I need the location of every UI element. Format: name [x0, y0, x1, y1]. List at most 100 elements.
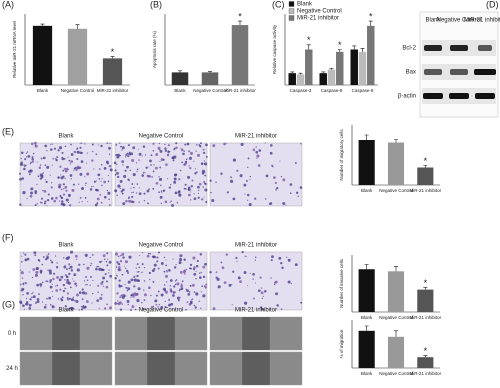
- cell: [52, 158, 54, 160]
- cell: [19, 300, 23, 304]
- cell: [192, 268, 196, 271]
- cell: [158, 251, 160, 254]
- cell: [193, 291, 196, 293]
- cell: [116, 292, 119, 295]
- bar: [417, 357, 434, 368]
- cell: [178, 193, 180, 196]
- cell: [180, 285, 184, 288]
- cell: [35, 301, 38, 304]
- cell: [191, 298, 193, 301]
- cell: [68, 272, 71, 276]
- cell: [122, 294, 126, 298]
- bar: [358, 330, 375, 368]
- cell: [32, 295, 36, 299]
- cell: [169, 288, 173, 291]
- cell: [202, 151, 206, 154]
- cell: [64, 185, 68, 189]
- cell: [81, 292, 83, 294]
- cell: [102, 254, 106, 258]
- cell: [61, 296, 64, 299]
- cell: [147, 252, 150, 255]
- cell: [136, 168, 139, 171]
- cell: [44, 202, 46, 205]
- cell: [51, 164, 53, 166]
- cell: [31, 187, 34, 190]
- cell: [270, 259, 273, 262]
- cell: [51, 283, 54, 285]
- cell: [39, 283, 43, 287]
- cell: [204, 286, 207, 289]
- cell: [289, 192, 292, 195]
- cell: [62, 203, 66, 207]
- cell: [215, 276, 218, 279]
- cell: [147, 174, 150, 178]
- cell: [127, 144, 130, 147]
- cell: [188, 165, 190, 167]
- bar: [358, 51, 367, 85]
- cell: [162, 158, 165, 161]
- cell: [75, 169, 78, 172]
- legend-swatch: [288, 8, 295, 14]
- cell: [178, 178, 181, 181]
- cell: [204, 171, 206, 173]
- cell: [91, 185, 93, 188]
- cell: [173, 180, 177, 184]
- cell: [100, 282, 104, 285]
- cell: [61, 151, 64, 154]
- cell: [69, 307, 72, 310]
- cell: [255, 146, 257, 148]
- cell: [85, 182, 87, 185]
- cell: [128, 180, 130, 182]
- legend-swatch: [288, 15, 295, 21]
- cell: [195, 292, 199, 296]
- cell: [131, 192, 133, 194]
- cell: [143, 199, 146, 202]
- image-row-label: 0 h: [8, 331, 16, 337]
- cell: [202, 294, 206, 298]
- cell: [55, 196, 58, 200]
- cell: [85, 300, 89, 303]
- cell: [155, 153, 159, 156]
- image-column-label: Blank: [58, 134, 74, 140]
- cell: [46, 199, 50, 202]
- cell: [34, 273, 38, 277]
- cell: [115, 274, 118, 277]
- cell: [51, 182, 53, 184]
- cell: [64, 264, 66, 266]
- cell: [78, 201, 80, 203]
- cell: [125, 286, 128, 289]
- cell: [29, 303, 32, 306]
- cell: [50, 186, 53, 189]
- cell: [116, 175, 120, 179]
- bar: [387, 336, 405, 368]
- cell: [80, 308, 84, 311]
- cell: [114, 169, 117, 172]
- x-tick-label: Negative Control: [379, 315, 413, 320]
- cell: [264, 142, 266, 144]
- cell: [68, 267, 70, 270]
- cell: [97, 144, 99, 146]
- cell: [62, 283, 66, 287]
- scratch-gap: [147, 352, 175, 385]
- cell: [91, 302, 93, 304]
- cell: [142, 145, 146, 148]
- cell: [89, 188, 93, 191]
- image-column-label: Blank: [58, 308, 74, 314]
- cell: [117, 300, 119, 302]
- cell: [124, 156, 127, 158]
- cell: [275, 188, 277, 191]
- cell: [31, 156, 34, 159]
- cell: [240, 142, 244, 146]
- cell: [99, 193, 102, 196]
- cell: [193, 160, 195, 162]
- cell: [300, 142, 302, 145]
- cell: [199, 144, 202, 148]
- y-axis-title: Apoptosis rate (%): [152, 30, 157, 68]
- cell: [117, 153, 121, 157]
- cell: [65, 257, 67, 259]
- cell: [49, 303, 52, 306]
- cell: [158, 142, 161, 145]
- cell: [89, 284, 91, 286]
- cell: [168, 186, 171, 189]
- cell: [130, 296, 132, 298]
